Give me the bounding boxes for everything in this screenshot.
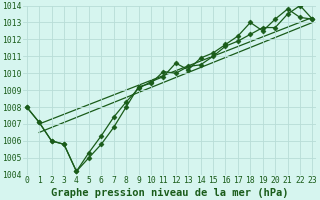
X-axis label: Graphe pression niveau de la mer (hPa): Graphe pression niveau de la mer (hPa) — [51, 188, 288, 198]
